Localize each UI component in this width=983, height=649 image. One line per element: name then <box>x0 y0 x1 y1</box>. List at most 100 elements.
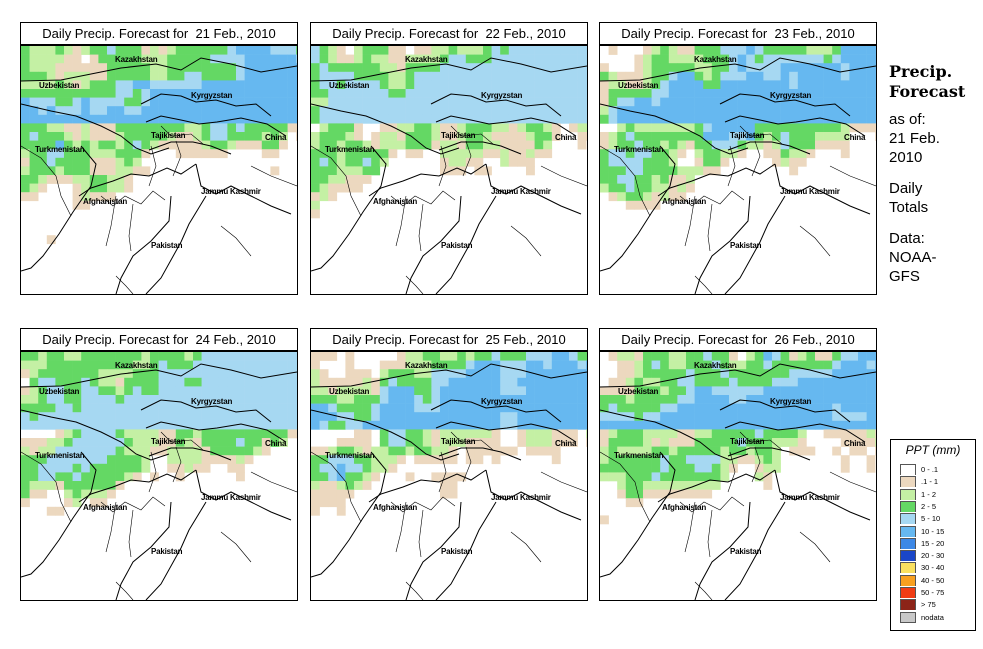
precip-cell <box>474 157 484 167</box>
precip-cell <box>608 446 618 456</box>
legend-swatch <box>900 537 916 549</box>
precip-cell <box>336 132 346 141</box>
precip-cell <box>362 80 372 90</box>
precip-cell <box>72 472 82 482</box>
precip-cell <box>261 71 271 81</box>
precip-cell <box>72 463 82 473</box>
precip-cell <box>737 89 747 98</box>
precip-cell <box>98 489 108 499</box>
precip-cell <box>431 386 441 396</box>
precip-cell <box>617 352 627 361</box>
precip-cell <box>560 429 570 439</box>
precip-cell <box>720 63 730 73</box>
precip-cell <box>577 114 587 124</box>
precip-cell <box>737 63 747 73</box>
precip-cell <box>551 97 561 107</box>
precip-cell <box>789 352 799 361</box>
precip-cell <box>729 46 738 55</box>
precip-cell <box>875 395 876 404</box>
precip-cell <box>115 89 125 98</box>
precip-cell <box>279 114 288 124</box>
country-border <box>450 125 494 145</box>
precip-cell <box>677 489 687 499</box>
precip-cell <box>362 395 372 404</box>
precip-cell <box>253 106 263 116</box>
precip-cell <box>600 80 609 90</box>
precip-cell <box>336 63 346 73</box>
precip-cell <box>193 386 202 396</box>
precip-cell <box>21 183 30 193</box>
map-label: Kazakhstan <box>115 361 158 370</box>
precip-cell <box>840 46 850 55</box>
precip-cell <box>89 46 99 55</box>
precip-cell <box>517 438 527 447</box>
precip-cell <box>789 420 799 430</box>
country-border <box>739 431 783 451</box>
precip-cell <box>806 140 816 150</box>
precip-cell <box>55 481 65 490</box>
precip-cell <box>270 97 280 107</box>
country-border <box>435 501 497 600</box>
precip-cell <box>586 80 587 90</box>
legend-swatch <box>900 599 916 611</box>
precip-cell <box>500 89 510 98</box>
precip-cell <box>720 377 730 387</box>
precip-cell <box>345 395 355 404</box>
precip-cell <box>651 481 661 490</box>
precip-cell <box>279 106 288 116</box>
country-border <box>727 447 811 461</box>
precip-cell <box>608 71 618 81</box>
precip-cell <box>711 455 721 465</box>
precip-cell <box>617 377 627 387</box>
precip-cell <box>634 200 644 210</box>
precip-cell <box>823 429 833 439</box>
country-border <box>438 141 522 155</box>
precip-cell <box>660 463 670 473</box>
precip-cell <box>560 369 570 379</box>
precip-cell <box>64 54 73 64</box>
precip-cell <box>643 395 652 404</box>
precip-cell <box>526 377 535 387</box>
precip-cell <box>397 352 406 361</box>
precip-cell <box>668 71 678 81</box>
precip-cell <box>167 54 177 64</box>
precip-cell <box>55 395 65 404</box>
precip-cell <box>319 140 329 150</box>
precip-cell <box>694 446 704 456</box>
precip-cell <box>543 352 553 361</box>
precip-cell <box>543 369 553 379</box>
precip-cell <box>279 46 288 55</box>
precip-cell <box>354 46 363 55</box>
precip-cell <box>89 140 99 150</box>
precip-cell <box>483 63 492 73</box>
precip-cell <box>608 386 618 396</box>
precip-cell <box>789 360 799 370</box>
precip-cell <box>21 132 30 141</box>
precip-cell <box>158 395 168 404</box>
precip-cell <box>55 89 65 98</box>
precip-cell <box>328 377 338 387</box>
precip-cell <box>483 395 492 404</box>
country-border <box>540 165 587 187</box>
precip-cell <box>651 166 661 176</box>
map-label: China <box>844 439 866 448</box>
precip-cell <box>193 446 202 456</box>
precip-cell <box>55 377 65 387</box>
precip-cell <box>517 140 527 150</box>
precip-cell <box>560 71 570 81</box>
precip-cell <box>388 63 398 73</box>
precip-cell <box>526 140 535 150</box>
precip-cell <box>132 63 142 73</box>
precip-cell <box>175 369 185 379</box>
precip-cell <box>677 71 687 81</box>
precip-cell <box>474 455 484 465</box>
precip-cell <box>132 377 142 387</box>
precip-cell <box>608 157 618 167</box>
precip-cell <box>694 149 704 159</box>
precip-cell <box>89 403 99 413</box>
precip-cell <box>150 386 159 396</box>
precip-cell <box>823 63 833 73</box>
precip-cell <box>875 369 876 379</box>
precip-cell <box>634 123 644 133</box>
precip-cell <box>319 386 329 396</box>
